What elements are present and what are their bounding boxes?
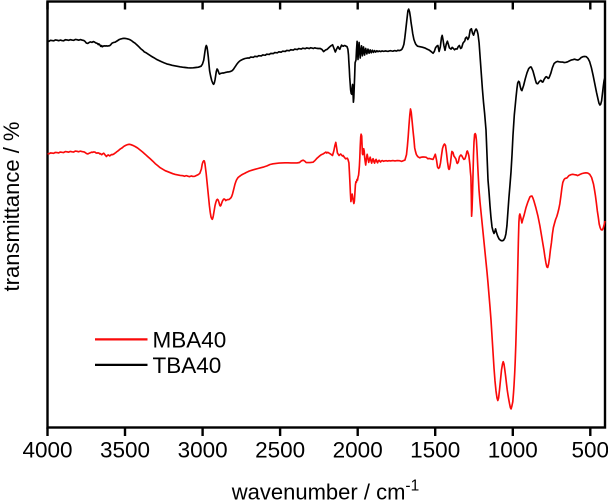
svg-text:1000: 1000 [488, 438, 538, 463]
svg-text:500: 500 [572, 438, 608, 463]
svg-text:MBA40: MBA40 [153, 327, 227, 352]
svg-text:3500: 3500 [100, 438, 150, 463]
svg-text:2000: 2000 [333, 438, 383, 463]
svg-text:1500: 1500 [410, 438, 460, 463]
svg-text:4000: 4000 [22, 438, 72, 463]
svg-text:wavenumber / cm-1: wavenumber / cm-1 [231, 478, 419, 501]
svg-text:2500: 2500 [255, 438, 305, 463]
svg-text:transmittance / %: transmittance / % [0, 122, 24, 292]
svg-text:3000: 3000 [178, 438, 228, 463]
svg-text:TBA40: TBA40 [153, 353, 222, 378]
